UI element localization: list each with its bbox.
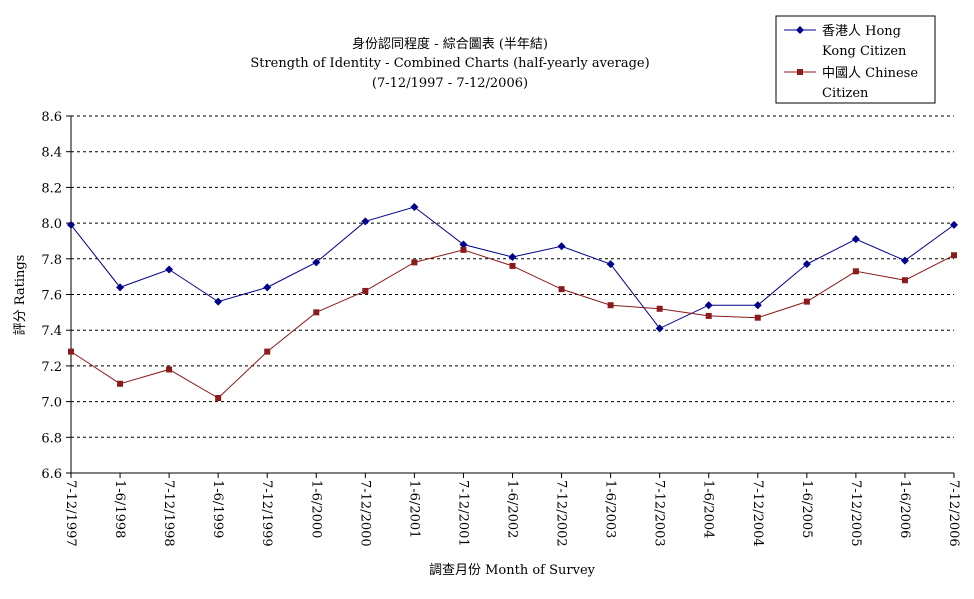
x-tick-label: 7-12/1997 bbox=[63, 480, 78, 547]
data-point-square bbox=[705, 312, 712, 319]
y-axis-title: 評分 Ratings bbox=[13, 255, 28, 336]
x-axis-title: 調查月份 Month of Survey bbox=[429, 563, 596, 578]
x-tick-label: 1-6/2004 bbox=[701, 480, 716, 538]
legend-marker-cn bbox=[797, 69, 803, 75]
series-line-1 bbox=[70, 249, 955, 399]
x-tick-label: 7-12/2000 bbox=[357, 480, 372, 547]
data-point-diamond bbox=[410, 203, 419, 212]
data-point-square bbox=[68, 348, 74, 355]
legend-label-hk-line2: Kong Citizen bbox=[822, 44, 907, 59]
data-point-square bbox=[901, 277, 908, 284]
series-group bbox=[67, 203, 958, 402]
x-tick-label: 1-6/2002 bbox=[505, 480, 520, 538]
x-tick-label: 7-12/2001 bbox=[455, 480, 470, 547]
x-tick-label: 7-12/2005 bbox=[848, 480, 863, 547]
data-point-square bbox=[558, 286, 565, 293]
legend-marker-hk bbox=[796, 26, 804, 34]
legend-label-hk-line1: 香港人 Hong bbox=[822, 24, 901, 39]
data-point-diamond bbox=[263, 283, 272, 292]
x-tick-label: 7-12/2004 bbox=[750, 480, 765, 547]
x-tick-label: 7-12/2003 bbox=[652, 480, 667, 547]
legend-label-cn-line2: Citizen bbox=[822, 86, 869, 101]
y-tick-label: 8.6 bbox=[41, 110, 62, 125]
data-point-diamond bbox=[67, 220, 75, 229]
data-point-diamond bbox=[950, 220, 958, 229]
x-tick-label: 1-6/2001 bbox=[406, 480, 421, 538]
chart-date-range: (7-12/1997 - 7-12/2006) bbox=[372, 76, 528, 91]
legend-label-cn-line1: 中國人 Chinese bbox=[822, 66, 918, 81]
data-point-square bbox=[313, 309, 320, 316]
data-point-diamond bbox=[312, 258, 321, 267]
x-tick-label: 7-12/1998 bbox=[161, 480, 176, 547]
y-tick-label: 8.4 bbox=[41, 146, 62, 161]
data-point-diamond bbox=[704, 301, 713, 310]
data-point-diamond bbox=[459, 240, 468, 249]
y-tick-label: 7.2 bbox=[41, 360, 62, 375]
data-point-square bbox=[656, 305, 663, 312]
data-point-diamond bbox=[557, 242, 566, 251]
data-point-diamond bbox=[214, 297, 223, 306]
y-tick-label: 8.0 bbox=[41, 217, 62, 232]
legend: 香港人 Hong Kong Citizen 中國人 Chinese Citize… bbox=[775, 15, 936, 104]
data-point-square bbox=[166, 366, 173, 373]
data-point-square bbox=[607, 302, 614, 309]
data-point-square bbox=[460, 246, 467, 253]
data-point-square bbox=[509, 262, 516, 269]
chart-title: 身份認同程度 - 綜合圖表 (半年結) bbox=[352, 36, 548, 52]
data-point-diamond bbox=[116, 283, 125, 292]
y-tick-label: 7.6 bbox=[41, 289, 62, 304]
x-tick-label: 7-12/2002 bbox=[554, 480, 569, 547]
data-point-square bbox=[754, 314, 761, 321]
data-point-square bbox=[951, 252, 957, 259]
x-tick-label: 1-6/2000 bbox=[308, 480, 323, 538]
x-tick-label: 1-6/2005 bbox=[799, 480, 814, 538]
data-point-square bbox=[852, 268, 859, 275]
data-point-diamond bbox=[900, 256, 909, 265]
data-point-diamond bbox=[655, 324, 664, 333]
data-point-diamond bbox=[508, 253, 517, 262]
x-tick-label: 1-6/2003 bbox=[603, 480, 618, 538]
data-point-square bbox=[117, 380, 124, 387]
data-point-square bbox=[215, 395, 222, 402]
y-axis-ticks: 6.6 6.8 7.0 7.2 7.4 7.6 7.8 8.0 8.2 8.4 8.6 bbox=[41, 110, 71, 482]
x-tick-label: 1-6/1999 bbox=[210, 480, 225, 538]
x-axis-ticks: 7-12/1997 1-6/1998 7-12/1998 1-6/1999 7-12/1… bbox=[63, 473, 961, 547]
y-tick-label: 7.4 bbox=[41, 324, 62, 339]
chart-subtitle: Strength of Identity - Combined Charts (… bbox=[250, 56, 649, 71]
data-point-square bbox=[411, 259, 418, 266]
y-tick-label: 7.0 bbox=[41, 396, 62, 411]
y-tick-label: 6.8 bbox=[41, 431, 62, 446]
data-point-diamond bbox=[606, 260, 615, 269]
data-point-square bbox=[264, 348, 271, 355]
x-tick-label: 7-12/2006 bbox=[946, 480, 961, 547]
y-tick-label: 6.6 bbox=[41, 467, 62, 482]
y-tick-label: 7.8 bbox=[41, 253, 62, 268]
data-point-diamond bbox=[753, 301, 762, 310]
data-point-diamond bbox=[851, 235, 860, 244]
data-point-diamond bbox=[802, 260, 811, 269]
data-point-diamond bbox=[361, 217, 370, 226]
data-point-diamond bbox=[165, 265, 174, 274]
data-point-square bbox=[803, 298, 810, 305]
y-tick-label: 8.2 bbox=[41, 181, 62, 196]
x-tick-label: 1-6/2006 bbox=[897, 480, 912, 538]
data-point-square bbox=[362, 287, 369, 294]
x-tick-label: 7-12/1999 bbox=[259, 480, 274, 547]
x-tick-label: 1-6/1998 bbox=[112, 480, 127, 538]
